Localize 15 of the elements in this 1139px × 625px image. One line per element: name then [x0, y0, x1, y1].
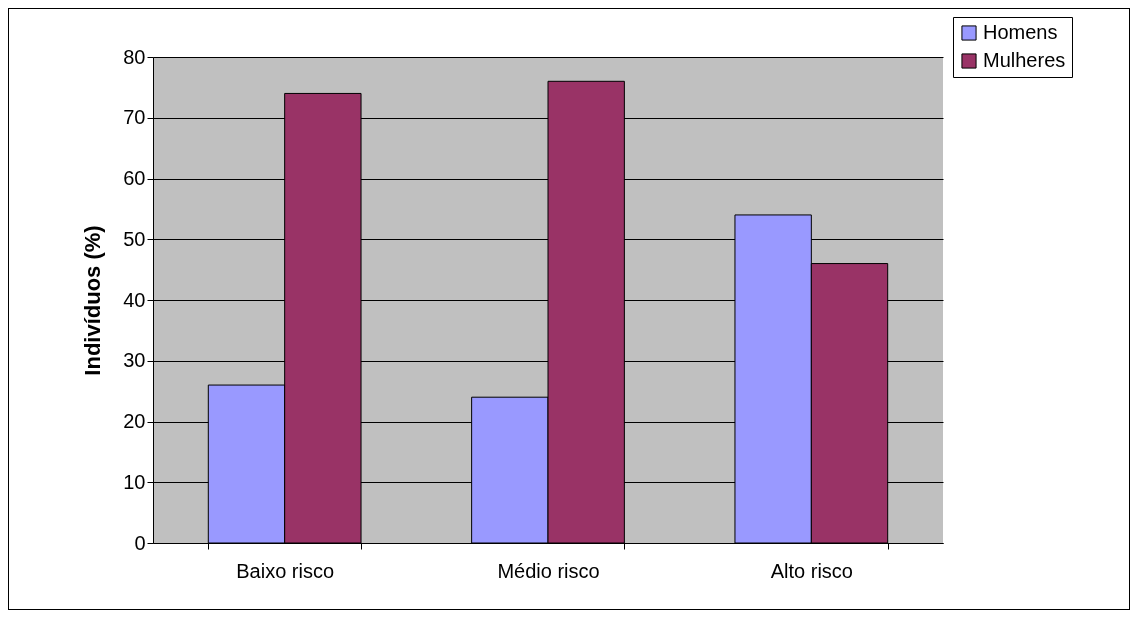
y-tick-label: 20 — [123, 410, 146, 432]
y-tick-label: 60 — [123, 167, 146, 189]
x-tick-label: Alto risco — [770, 559, 853, 582]
legend-label: Mulheres — [983, 49, 1066, 71]
y-tick-label: 40 — [123, 288, 146, 311]
y-tick-label: 70 — [123, 106, 146, 129]
y-tick-label: 80 — [123, 45, 146, 68]
y-tick-label: 0 — [134, 531, 146, 554]
x-tick-label: Médio risco — [497, 559, 600, 582]
y-axis-title: Indivíduos (%) — [80, 225, 106, 376]
legend-label: Homens — [983, 21, 1058, 43]
y-tick-label: 50 — [123, 227, 146, 250]
x-tick-label: Baixo risco — [236, 559, 335, 582]
y-tick-label: 10 — [123, 470, 146, 493]
y-tick-label: 30 — [123, 349, 146, 372]
